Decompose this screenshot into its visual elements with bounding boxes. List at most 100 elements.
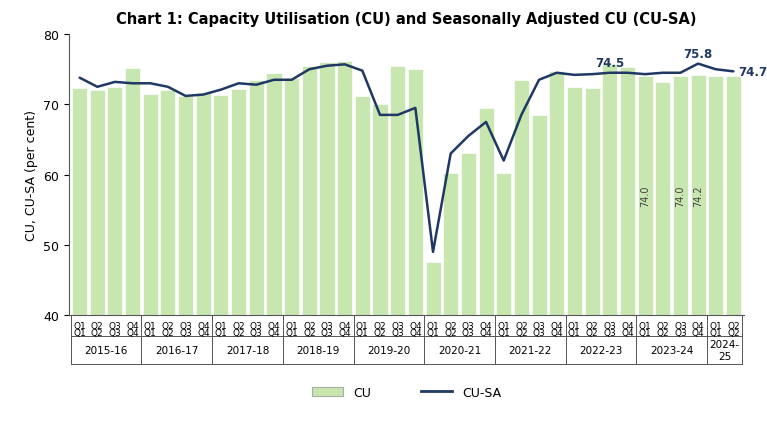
Text: Q3: Q3 [532, 328, 545, 337]
Text: Q1: Q1 [426, 321, 439, 330]
Bar [426, 263, 440, 315]
Text: Q3: Q3 [250, 328, 263, 337]
Text: Q3: Q3 [462, 321, 475, 330]
Text: Q2: Q2 [91, 321, 104, 330]
Bar [637, 77, 653, 315]
Text: Q2: Q2 [515, 328, 528, 337]
Text: Q2: Q2 [374, 328, 387, 337]
Bar [337, 62, 352, 315]
Text: Q4: Q4 [551, 321, 563, 330]
Text: Q3: Q3 [109, 321, 121, 330]
Text: 2021-22: 2021-22 [509, 346, 552, 355]
Text: Q1: Q1 [74, 321, 86, 330]
Bar [160, 91, 176, 315]
Bar [125, 69, 140, 315]
Bar [284, 78, 299, 315]
Text: 2019-20: 2019-20 [367, 346, 410, 355]
Bar [620, 68, 635, 315]
Text: Q3: Q3 [109, 328, 121, 337]
Text: Q1: Q1 [709, 328, 722, 337]
Text: Q4: Q4 [127, 328, 139, 337]
Bar [178, 97, 193, 315]
Text: Q4: Q4 [479, 321, 492, 330]
Text: Q4: Q4 [268, 321, 280, 330]
Text: Q3: Q3 [179, 328, 192, 337]
Text: 74.5: 74.5 [595, 57, 624, 70]
Text: Q1: Q1 [356, 321, 369, 330]
Text: Q4: Q4 [409, 328, 422, 337]
Text: Q1: Q1 [497, 321, 510, 330]
Text: Q3: Q3 [674, 328, 686, 337]
Text: Q1: Q1 [639, 328, 651, 337]
Legend: CU, CU-SA: CU, CU-SA [311, 386, 502, 399]
Bar [549, 71, 565, 315]
Text: Q4: Q4 [338, 321, 351, 330]
Text: Q3: Q3 [321, 328, 334, 337]
Text: Q2: Q2 [586, 321, 598, 330]
Text: Q1: Q1 [215, 328, 227, 337]
Bar [408, 70, 423, 315]
Text: Q2: Q2 [303, 321, 316, 330]
Bar [143, 95, 158, 315]
Text: Q2: Q2 [303, 328, 316, 337]
Text: Q3: Q3 [250, 321, 263, 330]
Text: Q1: Q1 [285, 328, 298, 337]
Bar [90, 90, 105, 315]
Text: 74.0: 74.0 [640, 186, 650, 207]
Text: Q3: Q3 [532, 321, 545, 330]
Text: Q2: Q2 [91, 328, 104, 337]
Text: Q2: Q2 [515, 321, 528, 330]
Text: Q2: Q2 [232, 321, 245, 330]
Text: Q1: Q1 [568, 321, 581, 330]
Bar [655, 83, 670, 315]
Text: Q2: Q2 [586, 328, 598, 337]
Text: 2016-17: 2016-17 [155, 346, 199, 355]
Text: Q4: Q4 [692, 321, 704, 330]
Bar [72, 89, 87, 315]
Bar [567, 88, 582, 315]
Text: Q1: Q1 [497, 328, 510, 337]
Text: Q1: Q1 [568, 328, 581, 337]
Text: Q4: Q4 [692, 328, 704, 337]
Bar [213, 95, 229, 315]
Text: Q4: Q4 [127, 321, 139, 330]
Bar [390, 67, 405, 315]
Bar [320, 63, 334, 315]
Bar [107, 88, 123, 315]
Text: 2018-19: 2018-19 [297, 346, 340, 355]
Bar [479, 109, 493, 315]
Bar [602, 64, 617, 315]
Text: Q1: Q1 [74, 328, 86, 337]
Text: 74.7: 74.7 [739, 66, 767, 79]
Bar [514, 81, 529, 315]
Text: 2020-21: 2020-21 [438, 346, 481, 355]
Text: Q4: Q4 [409, 321, 422, 330]
Text: Q2: Q2 [232, 328, 245, 337]
Text: Q4: Q4 [197, 328, 209, 337]
Text: 2023-24: 2023-24 [650, 346, 693, 355]
Bar [373, 105, 387, 315]
Bar [532, 116, 547, 315]
Bar [196, 94, 211, 315]
Text: 2017-18: 2017-18 [225, 346, 269, 355]
Text: Q3: Q3 [674, 321, 686, 330]
Text: Q4: Q4 [621, 321, 634, 330]
Bar [496, 174, 511, 315]
Text: Q1: Q1 [285, 321, 298, 330]
Bar [690, 76, 706, 315]
Text: Q1: Q1 [426, 328, 439, 337]
Bar [249, 81, 264, 315]
Text: Q3: Q3 [391, 321, 404, 330]
Y-axis label: CU, CU-SA (per cent): CU, CU-SA (per cent) [25, 110, 38, 240]
Bar [584, 88, 600, 315]
Text: Q2: Q2 [162, 328, 174, 337]
Text: 2015-16: 2015-16 [84, 346, 128, 355]
Text: 74.0: 74.0 [676, 186, 686, 207]
Bar [231, 90, 246, 315]
Text: Q3: Q3 [391, 328, 404, 337]
Bar [266, 74, 281, 315]
Bar [726, 77, 741, 315]
Text: Q4: Q4 [551, 328, 563, 337]
Text: Q4: Q4 [197, 321, 209, 330]
Bar [355, 97, 370, 315]
